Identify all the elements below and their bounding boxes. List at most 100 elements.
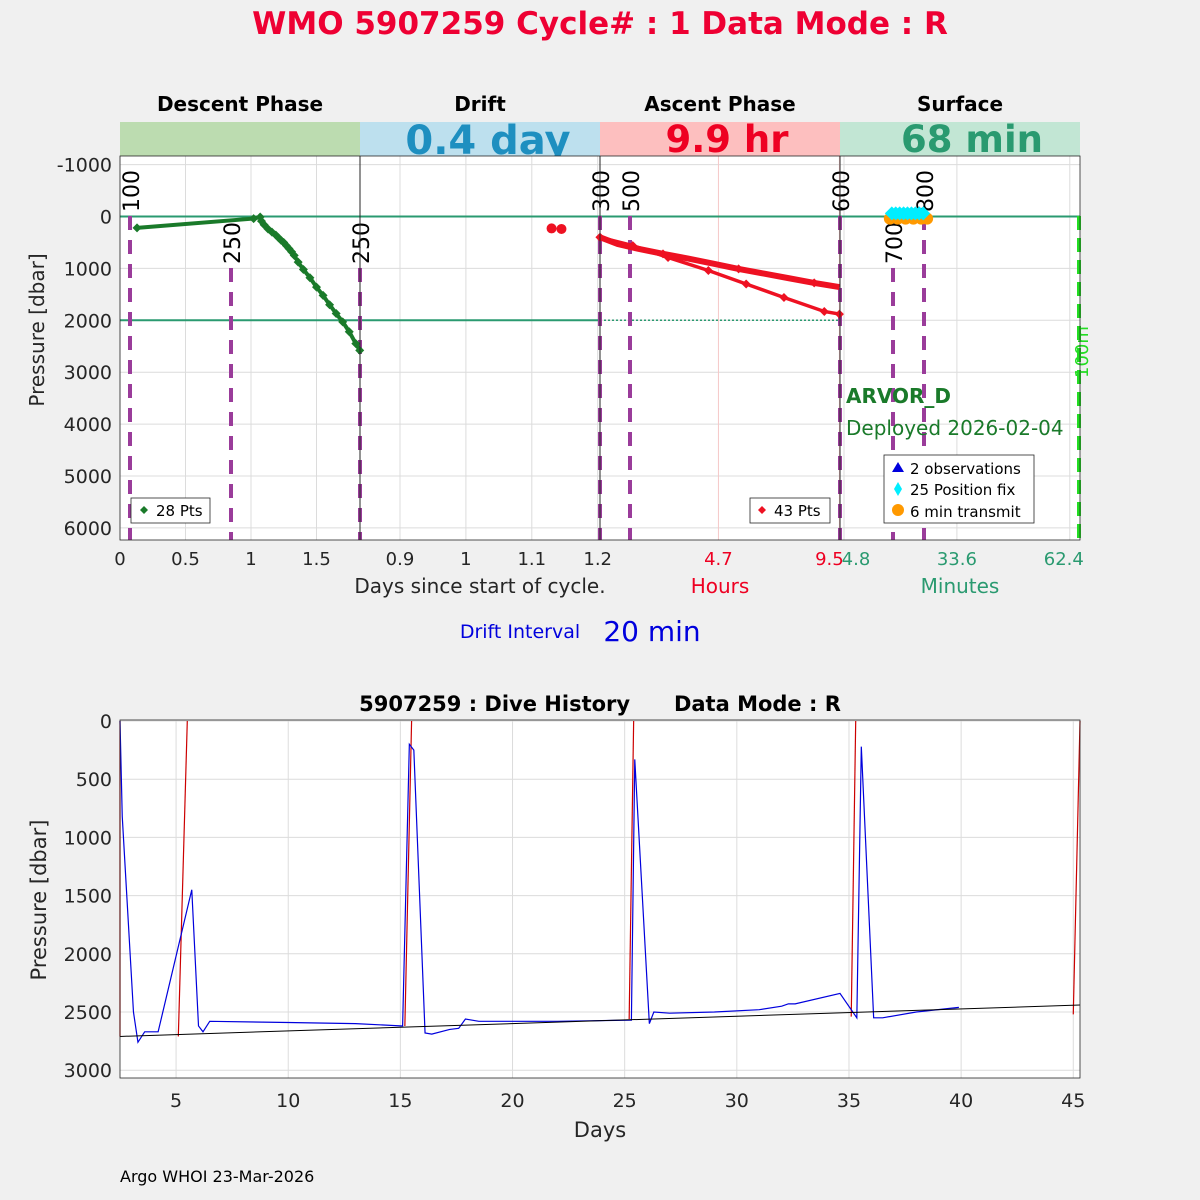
surface-duration: 68 min <box>901 118 1043 161</box>
ascent-legend-text: 43 Pts <box>774 502 821 520</box>
descent-point <box>338 317 348 327</box>
ascent-point <box>834 309 844 319</box>
top-y-tick-label: 3000 <box>64 362 112 384</box>
top-x-tick-labels: 0 0.5 1 1.5 0.9 1 1.1 1.2 4.7 9.54.8 33.6 62.4 <box>114 549 1084 570</box>
bottom-x-tick-label: 40 <box>949 1090 973 1112</box>
bottom-y-tick-label: 1000 <box>64 827 112 849</box>
descent-x-tick-label: 1.5 <box>302 549 331 570</box>
descent-point <box>325 300 335 310</box>
bottom-y-tick-label: 0 <box>100 711 112 733</box>
drift-band <box>360 122 600 156</box>
ascent-point <box>734 264 744 274</box>
depth-marker-label: 800 <box>914 170 939 212</box>
descent-point <box>298 264 308 274</box>
legend-observations-text: 2 observations <box>910 460 1021 478</box>
bottom-x-tick-label: 35 <box>837 1090 861 1112</box>
top-y-tick-label: 2000 <box>64 310 112 332</box>
surface-band <box>840 122 1080 156</box>
bottom-x-tick-label: 30 <box>725 1090 749 1112</box>
xlabel-minutes: Minutes <box>921 574 1000 598</box>
descent-point <box>344 327 354 337</box>
ascent-band <box>600 122 840 156</box>
dive-history-title: 5907259 : Dive History Data Mode : R <box>359 692 841 716</box>
xlabel-hours: Hours <box>691 574 750 598</box>
descent-point <box>293 257 303 267</box>
top-y-tick-label: 4000 <box>64 414 112 436</box>
bottom-x-tick-label: 15 <box>388 1090 412 1112</box>
descent-x-tick-label: 0.5 <box>171 549 200 570</box>
bottom-ylabel: Pressure [dbar] <box>27 820 51 981</box>
dive-ascent-segment <box>628 720 635 1019</box>
footer-credit: Argo WHOI 23-Mar-2026 <box>120 1167 314 1186</box>
depth-marker-label: 100 <box>120 170 145 212</box>
drift-interval-label: Drift Interval <box>460 621 580 643</box>
drift-x-tick-label: 1.2 <box>583 549 612 570</box>
surface-x-tick-label: 33.6 <box>937 549 977 570</box>
descent-x-tick-label: 1 <box>245 549 256 570</box>
surface-x-tick-label: 4.8 <box>842 549 871 570</box>
surface-end-marker-label: 100m <box>1072 326 1093 378</box>
xlabel-days: Days since start of cycle. <box>354 574 605 598</box>
bottom-x-tick-label: 5 <box>170 1090 182 1112</box>
bottom-y-tick-label: 2500 <box>64 1002 112 1024</box>
bottom-tick-labels: 5 10 15 20 25 30 35 40 45 0 500 1000 1500 2000 2500 300… <box>64 711 1086 1112</box>
depth-marker-label: 250 <box>221 222 246 264</box>
descent-point <box>312 282 321 292</box>
drift-point <box>556 223 567 234</box>
bottom-x-tick-label: 45 <box>1061 1090 1085 1112</box>
ascent-point <box>779 292 789 302</box>
bottom-x-tick-label: 10 <box>276 1090 300 1112</box>
drift-x-tick-label: 1 <box>460 549 471 570</box>
ascent-x-tick-label: 9.5 <box>815 549 844 570</box>
depth-marker-label: 500 <box>620 170 645 212</box>
descent-legend-marker <box>140 506 148 514</box>
ascent-point <box>663 253 673 263</box>
ascent-point <box>703 265 713 275</box>
descent-point <box>305 273 315 283</box>
descent-point <box>249 214 259 224</box>
legend-transmit-marker <box>892 504 904 516</box>
bottom-plot-frame <box>119 719 1081 1079</box>
bottom-y-tick-label: 500 <box>76 769 112 791</box>
legend-observations-marker <box>892 462 904 472</box>
ascent-legend-marker <box>758 506 766 514</box>
bottom-x-tick-label: 25 <box>613 1090 637 1112</box>
depth-marker-label: 600 <box>830 170 855 212</box>
ascent-legend: 43 Pts <box>749 497 831 524</box>
drift-point <box>546 223 557 234</box>
dive-ascent-segment <box>177 720 188 1037</box>
descent-point <box>318 290 328 300</box>
top-y-tick-label: 6000 <box>64 518 112 540</box>
top-y-tick-label: 0 <box>100 207 112 229</box>
dive-ascent-segment <box>1072 720 1081 1015</box>
phase-label-descent: Descent Phase <box>157 92 323 116</box>
depth-marker-label: 700 <box>883 222 908 264</box>
bottom-y-tick-label: 2000 <box>64 944 112 966</box>
position-fix-point <box>916 206 931 221</box>
top-y-tick-labels: -1000 0 1000 2000 3000 4000 5000 6000 <box>57 155 112 540</box>
ascent-profile-line <box>599 235 840 316</box>
top-y-tick-label: 1000 <box>64 258 112 280</box>
top-y-tick-label: 5000 <box>64 466 112 488</box>
drift-x-tick-label: 0.9 <box>386 549 415 570</box>
descent-legend-text: 28 Pts <box>156 502 203 520</box>
drift-interval-value: 20 min <box>603 615 700 648</box>
ascent-point <box>809 278 819 288</box>
float-model: ARVOR_D <box>846 384 951 408</box>
ascent-point <box>658 249 668 259</box>
top-y-tick-label: -1000 <box>57 155 112 177</box>
legend-position-fix-text: 25 Position fix <box>910 481 1015 499</box>
bottom-y-tick-label: 3000 <box>64 1060 112 1082</box>
bottom-data-series <box>119 720 1081 1044</box>
dive-trend-line <box>119 1004 1081 1037</box>
ascent-duration: 9.9 hr <box>665 118 789 161</box>
phase-label-surface: Surface <box>917 92 1003 116</box>
bottom-x-tick-label: 20 <box>500 1090 524 1112</box>
bottom-xlabel: Days <box>574 1118 626 1142</box>
legend-position-fix-marker <box>894 482 902 496</box>
bottom-grid <box>120 720 1080 1078</box>
bottom-plot-area <box>120 720 1080 1078</box>
descent-legend: 28 Pts <box>130 497 211 524</box>
depth-marker-label: 250 <box>350 222 375 264</box>
